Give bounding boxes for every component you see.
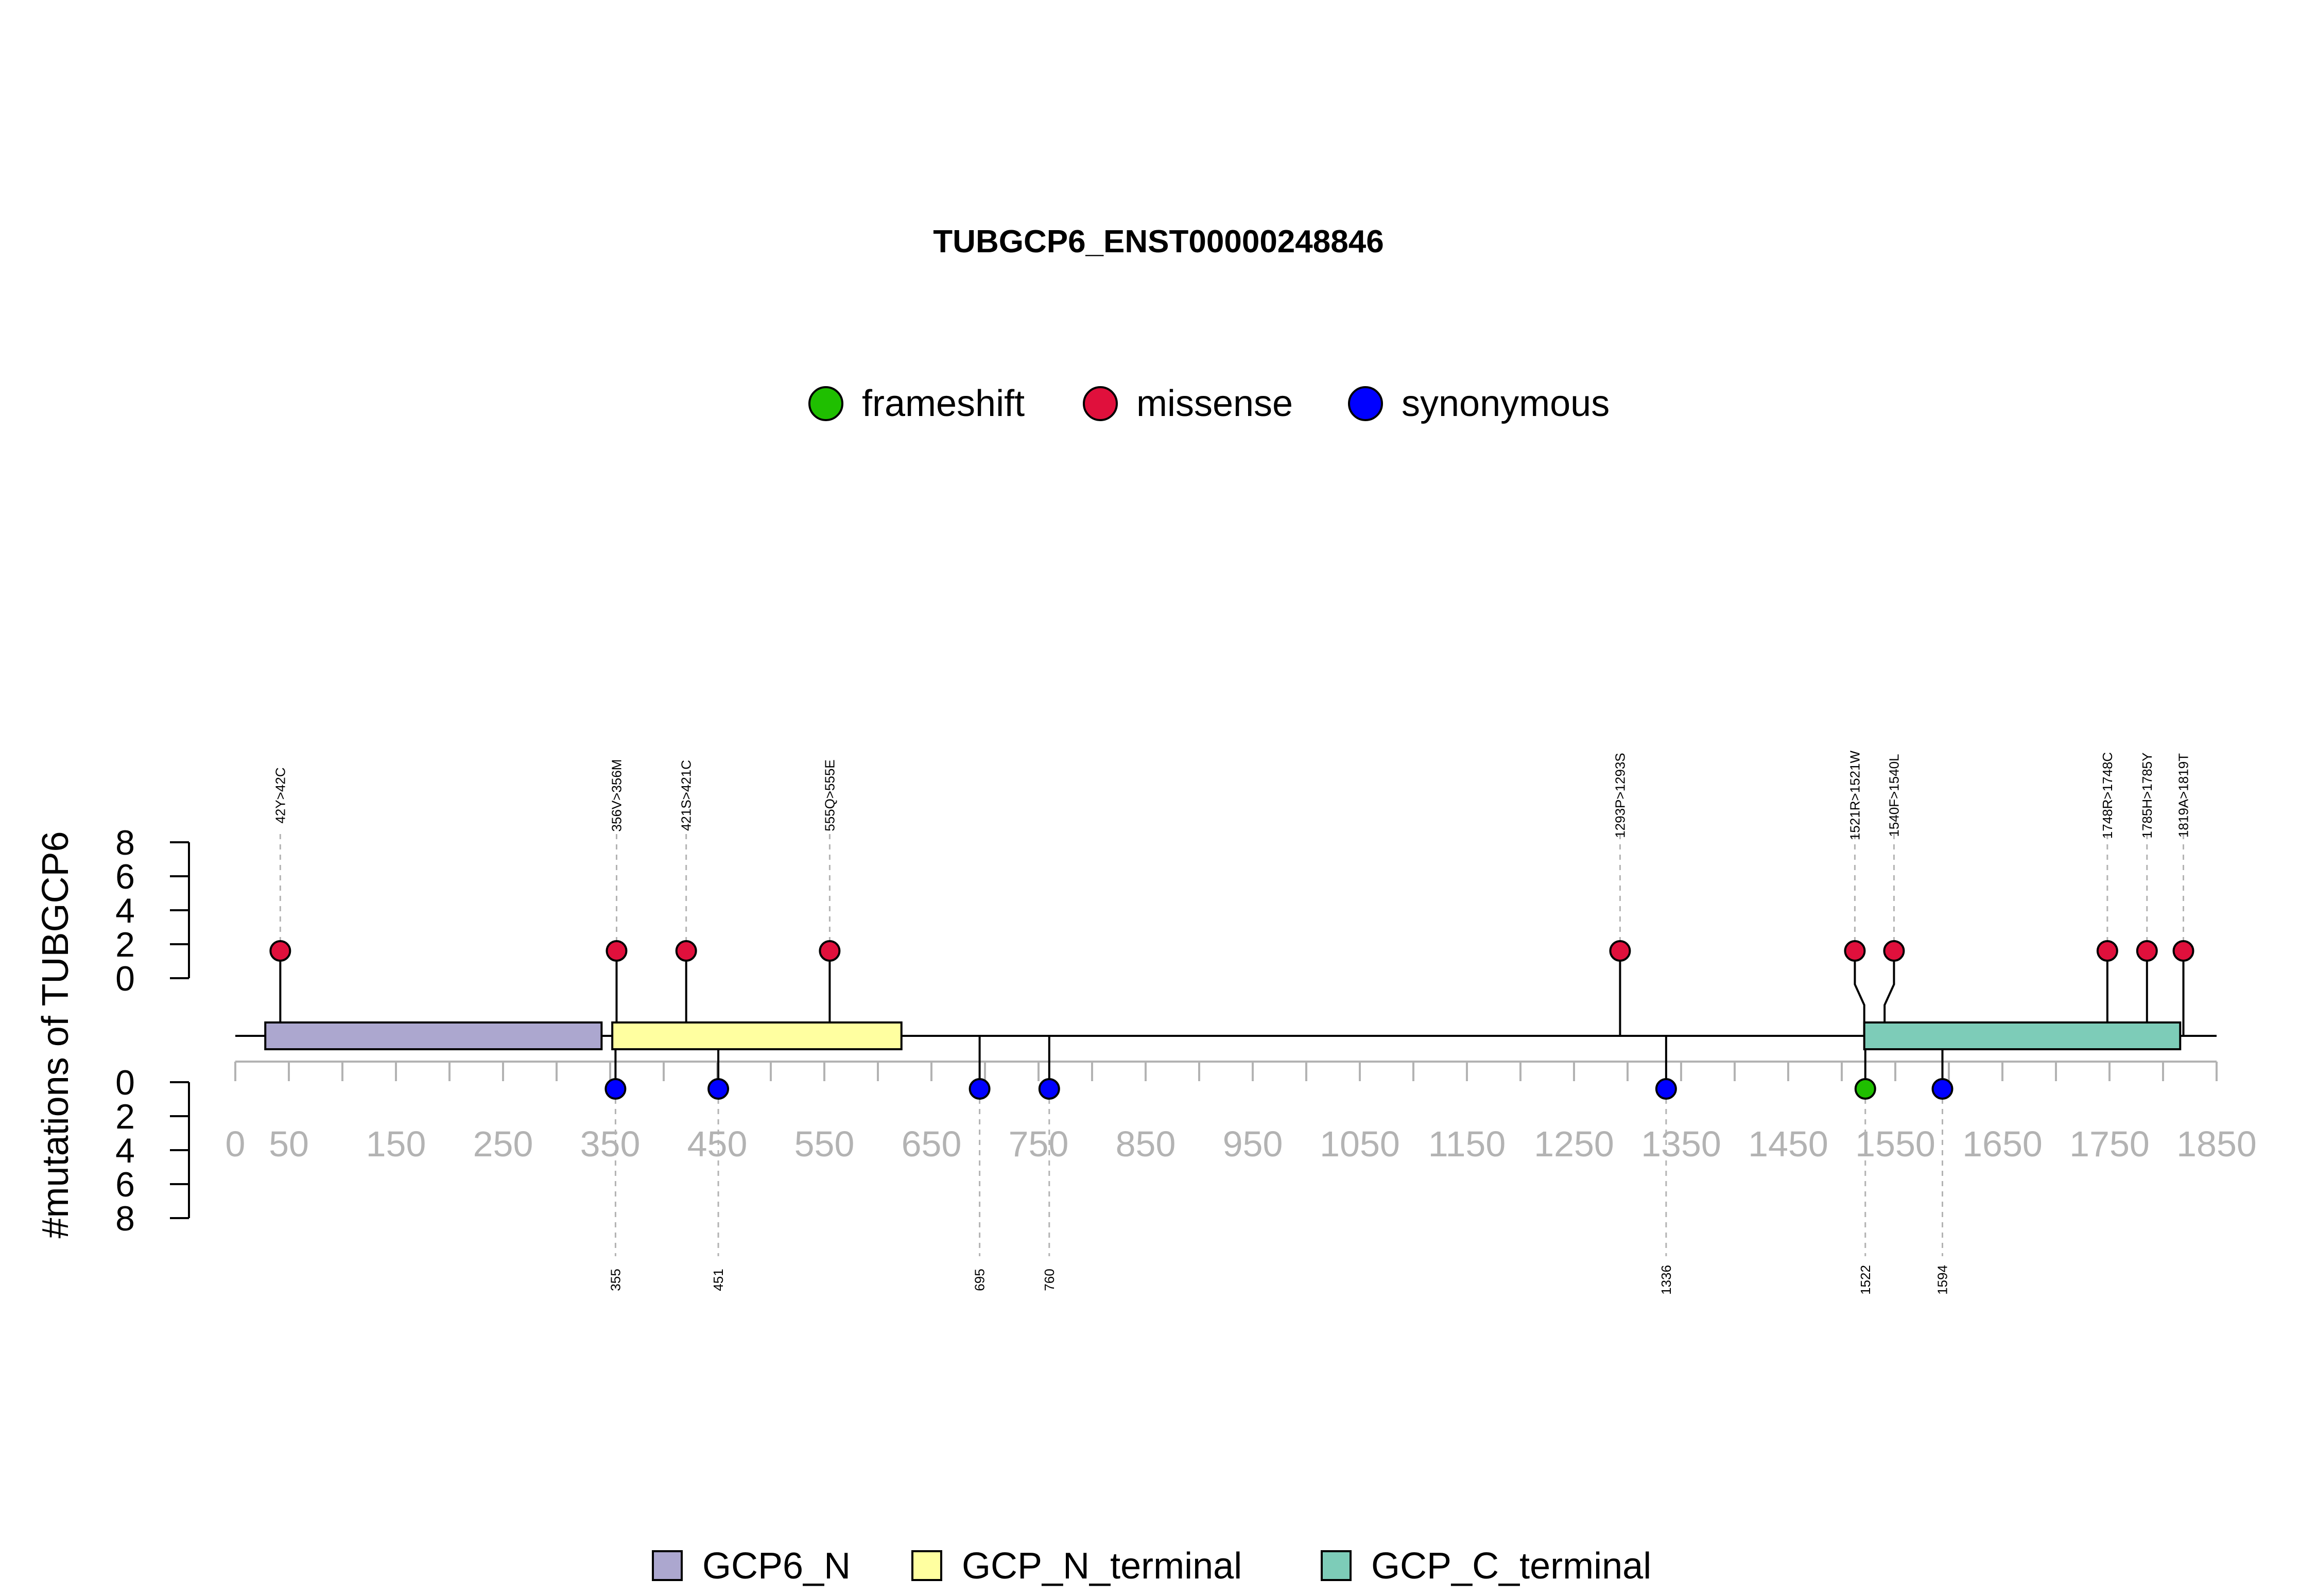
mutation-label-760: 760 [1042,1269,1057,1291]
legend-missense-label: missense [1136,383,1293,424]
legend-frameshift-marker [808,386,843,421]
x-tick-label-1750: 1750 [2069,1124,2150,1164]
mutation-head-695 [969,1078,991,1100]
y-tick-label-top-8: 8 [115,823,135,862]
mutation-head-1819A>1819T [2172,940,2194,962]
x-tick-label-350: 350 [580,1124,641,1164]
legend-GCP_N_terminal-swatch [911,1550,942,1581]
x-tick-label-1450: 1450 [1748,1124,1828,1164]
y-tick-label-bottom-0: 0 [115,1063,135,1102]
legend-GCP_C_terminal-label: GCP_C_terminal [1371,1546,1651,1587]
domain-GCP_N_terminal [611,1021,903,1050]
mutation-stems [279,951,2185,1089]
y-tick-label-top-2: 2 [115,925,135,964]
mutation-label-1521R>1521W: 1521R>1521W [1847,750,1862,840]
y-tick-label-bottom-2: 2 [115,1097,135,1136]
mutation-label-1522: 1522 [1858,1265,1873,1295]
stem-1521R>1521W [1854,951,1865,1036]
mutation-head-421S>421C [675,940,697,962]
domain-GCP_C_terminal [1863,1021,2182,1050]
mutation-label-451: 451 [711,1269,726,1291]
mutation-label-1293P>1293S: 1293P>1293S [1612,753,1628,838]
mutation-head-1540F>1540L [1883,940,1905,962]
mutation-head-1594 [1931,1078,1953,1100]
mutation-head-1336 [1655,1078,1677,1100]
legend-frameshift-label: frameshift [862,383,1025,424]
x-tick-label-750: 750 [1009,1124,1069,1164]
chart-title: TUBGCP6_ENST00000248846 [933,224,1384,259]
y-tick-label-top-4: 4 [115,891,135,930]
legend-GCP6_N-swatch [652,1550,683,1581]
x-tick-label-1150: 1150 [1428,1124,1506,1164]
x-tick-label-950: 950 [1223,1124,1283,1164]
mutation-label-1594: 1594 [1935,1265,1950,1295]
legend-synonymous-marker [1348,386,1383,421]
x-tick-label-450: 450 [687,1124,748,1164]
x-tick-label-1250: 1250 [1534,1124,1614,1164]
stem-1540F>1540L [1883,951,1895,1036]
mutation-head-42Y>42C [269,940,291,962]
x-tick-label-250: 250 [473,1124,533,1164]
legend-GCP6_N-label: GCP6_N [702,1546,851,1587]
mutation-head-1521R>1521W [1844,940,1866,962]
domain-GCP6_N [264,1021,603,1050]
x-axis: 0 50 150 250 350 450 550 650 750 850 950 1050 1150 12… [226,1061,2257,1164]
mutation-head-555Q>555E [819,940,841,962]
mutation-label-1336: 1336 [1658,1265,1674,1295]
y-tick-label-bottom-4: 4 [115,1131,135,1170]
x-tick-label-1550: 1550 [1855,1124,1935,1164]
y-tick-label-bottom-6: 6 [115,1165,135,1204]
x-tick-label-150: 150 [366,1124,426,1164]
mutation-head-355 [604,1078,627,1100]
mutation-head-451 [707,1078,730,1100]
mutation-head-1522 [1854,1078,1876,1100]
y-tick-label-bottom-8: 8 [115,1199,135,1238]
x-tick-label-1350: 1350 [1641,1124,1721,1164]
protein-domains [264,1021,2182,1050]
x-tick-label-850: 850 [1116,1124,1176,1164]
mutation-heads [269,940,2194,1100]
x-tick-label-1850: 1850 [2176,1124,2257,1164]
mutation-label-555Q>555E: 555Q>555E [822,759,837,831]
mutation-label-355: 355 [608,1269,623,1291]
mutation-head-1293P>1293S [1609,940,1631,962]
mutation-label-1819A>1819T: 1819A>1819T [2176,753,2191,838]
legend-synonymous-label: synonymous [1402,383,1610,424]
x-tick-label-650: 650 [902,1124,962,1164]
mutation-head-1748R>1748C [2096,940,2118,962]
legend-missense-marker [1083,386,1118,421]
x-tick-label-550: 550 [794,1124,855,1164]
x-tick-label-1650: 1650 [1962,1124,2043,1164]
x-tick-label-0: 0 [226,1124,246,1164]
mutation-head-356V>356M [606,940,628,962]
label-guides [279,834,2185,1256]
legend-GCP_C_terminal-swatch [1321,1550,1352,1581]
mutation-labels: 42Y>42C 356V>356M 421S>421C 555Q>555E 1293P>… [272,750,2191,1294]
mutation-head-760 [1038,1078,1060,1100]
mutation-label-356V>356M: 356V>356M [609,759,624,832]
mutation-label-1748R>1748C: 1748R>1748C [2100,752,2115,839]
mutation-label-421S>421C: 421S>421C [679,760,694,831]
mutation-label-1540F>1540L: 1540F>1540L [1886,754,1901,837]
y-tick-label-top-6: 6 [115,857,135,896]
mutation-type-legend: frameshift missense synonymous [808,383,1610,424]
x-tick-label-50: 50 [269,1124,309,1164]
mutation-label-42Y>42C: 42Y>42C [272,767,288,823]
mutation-head-1785H>1785Y [2136,940,2158,962]
x-tick-label-1050: 1050 [1320,1124,1400,1164]
domain-legend: GCP6_N GCP_N_terminal GCP_C_terminal [652,1546,1651,1587]
legend-GCP_N_terminal-label: GCP_N_terminal [962,1546,1242,1587]
mutation-label-1785H>1785Y: 1785H>1785Y [2139,753,2155,839]
y-tick-label-top-0: 0 [115,959,135,998]
mutation-label-695: 695 [972,1269,988,1291]
y-axis-label: #mutations of TUBGCP6 [35,831,76,1238]
